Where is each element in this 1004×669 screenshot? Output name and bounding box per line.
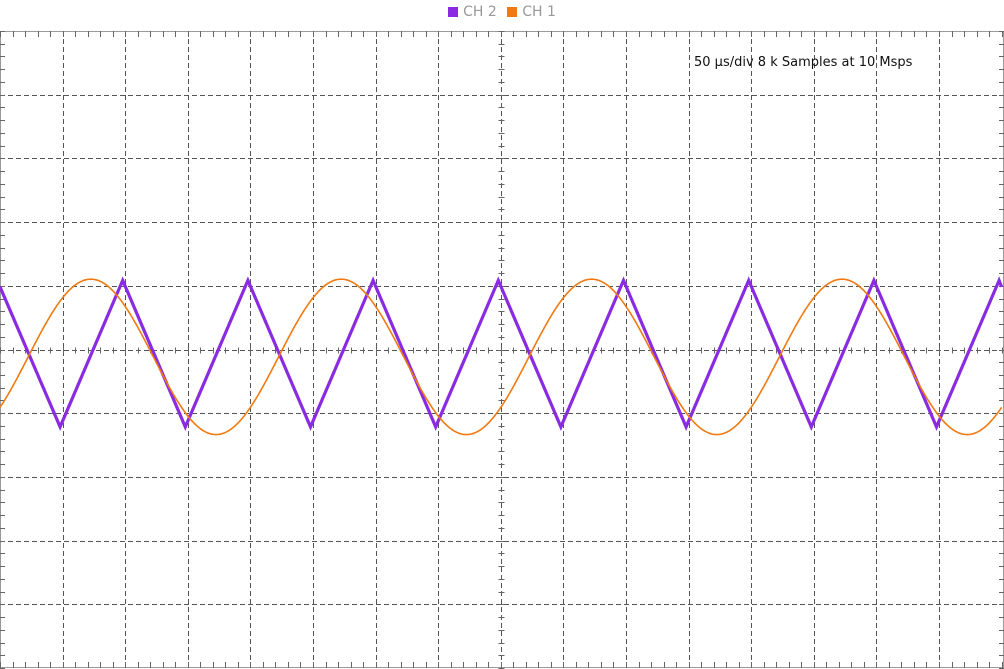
- chart-legend: CH 2 CH 1: [0, 4, 1004, 21]
- traces: [0, 276, 1004, 436]
- legend-label-ch1: CH 1: [522, 4, 556, 20]
- legend-item-ch1[interactable]: CH 1: [507, 4, 556, 20]
- trace-ch1: [0, 278, 1003, 436]
- legend-label-ch2: CH 2: [463, 4, 497, 20]
- legend-item-ch2[interactable]: CH 2: [448, 4, 497, 20]
- timebase-annotation: 50 µs/div 8 k Samples at 10 Msps: [694, 55, 913, 70]
- legend-swatch-ch2: [448, 7, 459, 17]
- legend-swatch-ch1: [507, 7, 518, 17]
- trace-ch2: [0, 276, 1004, 432]
